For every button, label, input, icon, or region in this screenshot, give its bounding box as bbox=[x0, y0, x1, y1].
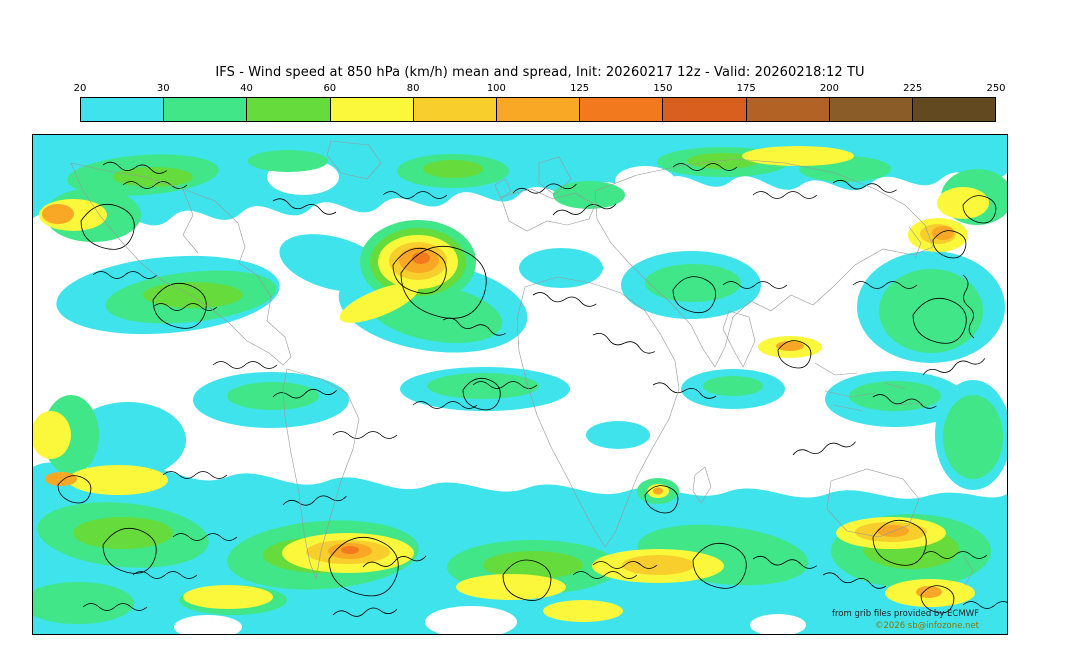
colorbar-segment bbox=[163, 98, 247, 121]
colorbar-segments bbox=[80, 97, 996, 122]
colorbar-segment bbox=[828, 98, 912, 121]
coast-south-america bbox=[282, 368, 360, 581]
colorbar-segment bbox=[246, 98, 330, 121]
colorbar: 20 30 40 60 80 100 125 150 175 200 225 250 bbox=[74, 83, 1006, 122]
coast-europe bbox=[500, 188, 596, 232]
coast-africa bbox=[516, 276, 680, 548]
colorbar-tick-label: 20 bbox=[73, 83, 87, 94]
colorbar-tick-label: 30 bbox=[156, 83, 170, 94]
wind-orange-deep-layer bbox=[341, 252, 430, 554]
credit-copyright: ©2026 sb@infozone.net bbox=[874, 620, 979, 631]
colorbar-segment bbox=[495, 98, 580, 121]
coast-north-america bbox=[70, 162, 292, 366]
colorbar-segment bbox=[662, 98, 746, 121]
colorbar-segment bbox=[81, 98, 164, 121]
colorbar-tick-label: 125 bbox=[570, 83, 590, 94]
colorbar-segment bbox=[412, 98, 496, 121]
colorbar-segment bbox=[329, 98, 413, 121]
coast-greenland bbox=[326, 140, 382, 180]
colorbar-tick-label: 40 bbox=[240, 83, 253, 94]
colorbar-tick-label: 200 bbox=[819, 83, 839, 94]
wind-map bbox=[33, 135, 1007, 634]
colorbar-tick-label: 250 bbox=[986, 83, 1006, 94]
colorbar-tick-label: 225 bbox=[903, 83, 923, 94]
coast-australia bbox=[826, 468, 920, 538]
map-credits: from grib files provided by ECMWF ©2026 … bbox=[832, 609, 979, 632]
colorbar-ticks: 20 30 40 60 80 100 125 150 175 200 225 250 bbox=[74, 83, 1006, 97]
colorbar-segment bbox=[579, 98, 663, 121]
colorbar-segment bbox=[745, 98, 829, 121]
colorbar-tick-label: 60 bbox=[323, 83, 337, 94]
chart-title: IFS - Wind speed at 850 hPa (km/h) mean … bbox=[215, 65, 865, 80]
coast-asia bbox=[594, 158, 934, 368]
map-frame: from grib files provided by ECMWF ©2026 … bbox=[32, 134, 1008, 635]
colorbar-tick-label: 100 bbox=[486, 83, 506, 94]
colorbar-segment bbox=[911, 98, 996, 121]
credit-provider: from grib files provided by ECMWF bbox=[832, 609, 979, 620]
colorbar-tick-label: 80 bbox=[406, 83, 420, 94]
coastlines bbox=[70, 140, 974, 586]
colorbar-tick-label: 175 bbox=[736, 83, 756, 94]
cyclone-south-indian-core bbox=[653, 487, 663, 495]
colorbar-tick-label: 150 bbox=[653, 83, 673, 94]
